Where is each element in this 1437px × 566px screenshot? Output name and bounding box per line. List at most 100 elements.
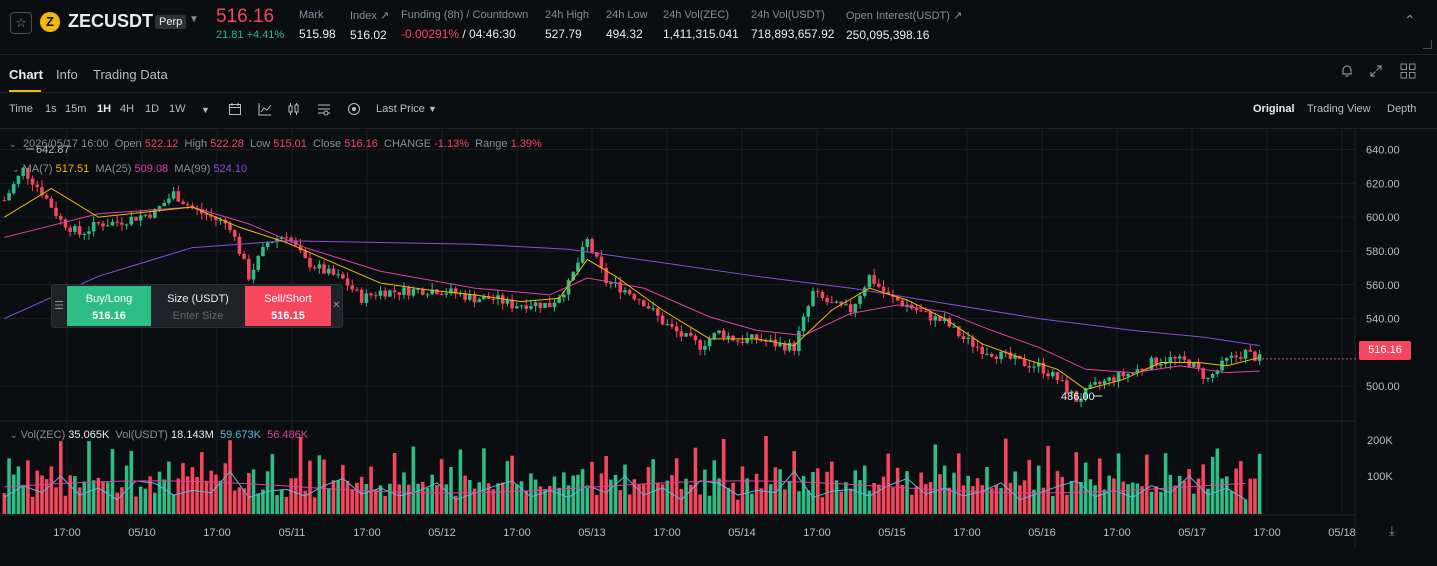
- volume-bar: [1027, 459, 1032, 514]
- drag-handle-icon[interactable]: ☰: [54, 300, 64, 312]
- x-tick-label: 05/16: [1028, 527, 1056, 539]
- candle-body: [44, 195, 49, 199]
- tab-info[interactable]: Info: [56, 67, 78, 82]
- volume-bar: [388, 483, 392, 514]
- volume-bar: [87, 441, 91, 514]
- candle-body: [364, 293, 369, 303]
- y-tick-label: 620.00: [1366, 178, 1400, 190]
- interval-1h[interactable]: 1H: [97, 103, 112, 115]
- symbol-dropdown-icon[interactable]: ▼: [189, 14, 199, 25]
- expand-icon[interactable]: ⌃: [1404, 12, 1416, 28]
- volume-bar: [482, 448, 486, 514]
- volume-bar: [2, 493, 7, 514]
- price-type-select[interactable]: Last Price ▼: [376, 103, 437, 115]
- candle-type-icon[interactable]: [287, 102, 301, 119]
- stat-label[interactable]: Open Interest(USDT) ↗: [846, 10, 963, 22]
- candle-body: [251, 269, 256, 280]
- ma-collapse-icon[interactable]: ⌄: [12, 164, 20, 174]
- size-input[interactable]: Enter Size: [172, 310, 224, 322]
- view-depth[interactable]: Depth: [1387, 103, 1417, 115]
- view-trading-view[interactable]: Trading View: [1307, 103, 1371, 115]
- favorite-star-icon[interactable]: ☆: [10, 12, 32, 34]
- candle-body: [298, 245, 303, 251]
- open-value: 522.12: [144, 138, 179, 150]
- volume-bar: [1112, 478, 1116, 514]
- volume-bar: [402, 472, 406, 514]
- change-pct: +4.41%: [246, 29, 285, 41]
- drawing-tool-icon[interactable]: [347, 102, 361, 119]
- candle-body: [1055, 372, 1060, 381]
- price-type-label: Last Price: [376, 103, 425, 115]
- sell-short-button[interactable]: Sell/Short 516.15: [245, 286, 331, 326]
- layout-grid-icon[interactable]: [1400, 63, 1416, 79]
- y-tick-label: 580.00: [1366, 246, 1400, 258]
- interval-time[interactable]: Time: [9, 103, 34, 115]
- volume-bar: [373, 489, 378, 514]
- candle-body: [778, 342, 782, 347]
- interval-1w[interactable]: 1W: [169, 103, 186, 115]
- candle-body: [519, 305, 524, 307]
- volume-bar: [891, 487, 895, 514]
- fullscreen-icon[interactable]: [1369, 64, 1383, 78]
- volume-bar: [956, 453, 961, 514]
- volume-bar: [660, 484, 665, 514]
- stat-label[interactable]: Index ↗: [350, 10, 390, 22]
- candle-body: [1116, 372, 1121, 382]
- ohlc-legend: 2026/05/17 16:00 Open 522.12 High 522.28…: [23, 138, 542, 150]
- stat-label[interactable]: Funding (8h) / Countdown: [401, 9, 529, 21]
- candle-body: [218, 219, 223, 221]
- price-chart[interactable]: 640.00 620.00 600.00 580.00 560.00 540.00 500.…: [0, 128, 1437, 548]
- y-tick-label: 540.00: [1366, 314, 1400, 326]
- candle-body: [942, 318, 947, 321]
- volume-bar: [971, 486, 975, 514]
- scroll-to-latest-icon[interactable]: ⤓: [1389, 523, 1395, 538]
- candle-body: [594, 252, 599, 257]
- indicator-icon[interactable]: [258, 102, 272, 119]
- ma-legend: ⌄ MA(7) 517.51 MA(25) 509.08 MA(99) 524.…: [12, 163, 247, 175]
- funding-rate: -0.00291%: [401, 27, 460, 41]
- bell-icon[interactable]: [1340, 64, 1354, 78]
- volume-bar: [1253, 478, 1257, 514]
- interval-1s[interactable]: 1s: [45, 103, 57, 115]
- candle-body: [336, 274, 340, 276]
- interval-1d[interactable]: 1D: [145, 103, 160, 115]
- x-tick-label: 05/15: [878, 527, 906, 539]
- candle-body: [609, 282, 613, 284]
- close-icon[interactable]: ✕: [332, 300, 341, 311]
- view-original[interactable]: Original: [1253, 103, 1295, 115]
- candle-body: [985, 353, 989, 355]
- high-marker: 642.87: [36, 144, 70, 156]
- stat-mark: Mark 515.98: [299, 9, 336, 41]
- volume-bar: [623, 464, 627, 514]
- calendar-icon[interactable]: [228, 102, 242, 119]
- volume-bar: [726, 487, 731, 514]
- candle-body: [684, 333, 688, 337]
- stat-24h-low: 24h Low 494.32: [606, 9, 648, 41]
- resize-handle-icon[interactable]: [1423, 40, 1432, 49]
- volume-bar: [830, 461, 834, 514]
- stat-label[interactable]: Mark: [299, 9, 324, 21]
- size-field[interactable]: Size (USDT) Enter Size: [151, 286, 245, 326]
- stat-label: 24h Vol(ZEC): [663, 9, 730, 21]
- interval-4h[interactable]: 4H: [120, 103, 135, 115]
- candle-body: [350, 285, 355, 290]
- volume-bar: [303, 490, 308, 514]
- candle-body: [759, 339, 764, 341]
- legend-collapse-icon[interactable]: ⌄: [9, 139, 17, 149]
- interval-more-icon[interactable]: ▼: [201, 105, 210, 115]
- interval-15m[interactable]: 15m: [65, 103, 87, 115]
- symbol-name[interactable]: ZECUSDT: [68, 11, 153, 31]
- volume-bar: [1196, 478, 1201, 514]
- tab-trading-data[interactable]: Trading Data: [93, 67, 168, 82]
- candle-body: [1239, 357, 1243, 359]
- settings-sliders-icon[interactable]: [317, 102, 331, 119]
- buy-long-button[interactable]: Buy/Long 516.16: [67, 286, 151, 326]
- volume-bar: [406, 484, 411, 514]
- volume-bar: [834, 480, 839, 514]
- vol-tick-label: 100K: [1367, 471, 1393, 483]
- candle-body: [853, 303, 858, 313]
- candle-body: [792, 342, 796, 351]
- volume-bar: [383, 495, 387, 514]
- tab-chart[interactable]: Chart: [9, 67, 43, 82]
- vol-collapse-icon[interactable]: ⌄: [10, 430, 18, 440]
